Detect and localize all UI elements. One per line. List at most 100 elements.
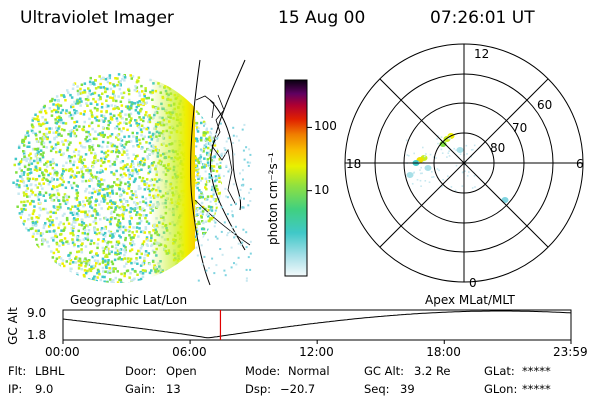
scatter-pixel	[230, 246, 233, 249]
scatter-pixel	[224, 274, 227, 277]
scatter-pixel	[233, 236, 236, 239]
scatter-pixel	[198, 193, 201, 196]
scatter-pixel	[213, 219, 216, 222]
altitude-xtick-label: 23:59	[553, 345, 588, 359]
scatter-pixel	[241, 206, 244, 209]
scatter-pixel	[195, 246, 198, 249]
altitude-plot	[62, 309, 572, 344]
scatter-pixel	[242, 149, 245, 152]
scatter-pixel	[209, 200, 212, 203]
scatter-pixel	[215, 203, 218, 206]
scatter-pixel	[249, 240, 252, 243]
map-line	[194, 199, 251, 246]
scatter-pixel	[207, 212, 210, 215]
scatter-pixel	[220, 230, 223, 233]
scatter-pixel	[195, 145, 198, 148]
scatter-pixel	[246, 161, 249, 164]
scatter-pixel	[248, 148, 251, 151]
scatter-pixel	[239, 188, 242, 191]
scatter-pixel	[245, 146, 248, 149]
scatter-pixel	[238, 139, 241, 142]
scatter-pixel	[229, 230, 232, 233]
scatter-pixel	[223, 152, 226, 155]
scatter-pixel	[221, 253, 224, 256]
scatter-pixel	[206, 127, 208, 130]
dayside-limb	[150, 73, 195, 283]
info-value: Open	[166, 364, 197, 378]
scatter-pixel	[237, 256, 240, 259]
scatter-pixel	[245, 231, 248, 234]
info-value: *****	[522, 364, 551, 378]
info-value: *****	[522, 382, 551, 396]
scatter-pixel	[214, 221, 217, 224]
scatter-pixel	[225, 165, 228, 168]
apex-label: Apex MLat/MLT	[425, 293, 515, 307]
scatter-pixel	[245, 277, 248, 280]
scatter-pixel	[199, 148, 202, 151]
colorbar-tick-label: 10	[314, 182, 330, 197]
scatter-pixel	[233, 153, 236, 156]
info-value: LBHL	[35, 364, 65, 378]
scatter-pixel	[212, 156, 214, 159]
scatter-pixel	[226, 234, 229, 237]
scatter-pixel	[216, 237, 219, 240]
scatter-pixel	[232, 183, 235, 186]
scatter-pixel	[203, 255, 206, 258]
scatter-pixel	[204, 170, 207, 173]
scatter-pixel	[214, 137, 217, 140]
scatter-pixel	[197, 279, 200, 282]
info-key: Seq:	[364, 382, 390, 396]
scatter-pixel	[240, 184, 243, 187]
info-value: Normal	[288, 364, 330, 378]
map-line	[190, 59, 211, 286]
colorbar-units-text: photon cm⁻²s⁻¹	[266, 152, 280, 245]
lat-label-80: 80	[490, 141, 506, 155]
scatter-pixel	[235, 135, 238, 138]
scatter-pixel	[223, 221, 226, 224]
scatter-pixel	[206, 180, 209, 183]
scatter-pixel	[210, 127, 213, 130]
scatter-pixel	[197, 213, 200, 215]
scatter-pixel	[214, 133, 217, 136]
info-value: 13	[166, 382, 181, 396]
scatter-pixel	[240, 196, 242, 199]
scatter-pixel	[215, 264, 218, 267]
scatter-pixel	[219, 161, 222, 164]
scatter-pixel	[227, 170, 230, 173]
info-key: Door:	[125, 364, 157, 378]
scatter-pixel	[199, 157, 202, 160]
scatter-pixel	[225, 164, 228, 167]
scatter-pixel	[220, 206, 223, 209]
colorbar-ticks	[307, 126, 312, 192]
scatter-pixel	[211, 257, 214, 260]
scatter-pixel	[206, 140, 209, 143]
scatter-pixel	[210, 172, 213, 175]
scatter-pixel	[201, 213, 204, 216]
coastline	[211, 94, 237, 206]
colorbar	[284, 79, 312, 277]
scatter-pixel	[245, 246, 248, 249]
scatter-pixel	[213, 225, 216, 228]
scatter-pixel	[203, 124, 205, 127]
scatter-pixel	[196, 167, 199, 170]
scatter-pixel	[203, 233, 205, 236]
scatter-pixel	[233, 262, 235, 265]
scatter-pixel	[245, 279, 248, 282]
earth-disk-image	[12, 59, 251, 286]
info-value: 3.2 Re	[414, 364, 451, 378]
scatter-pixel	[224, 187, 227, 190]
scatter-pixel	[248, 191, 251, 194]
scatter-pixel	[249, 153, 252, 156]
scatter-pixel	[212, 214, 215, 217]
scatter-pixel	[214, 209, 217, 212]
scatter-pixel	[195, 175, 198, 178]
info-key: GLon:	[484, 382, 518, 396]
lat-label-60: 60	[537, 98, 553, 112]
scatter-pixel	[249, 188, 252, 191]
instrument-title: Ultraviolet Imager	[20, 8, 174, 28]
scatter-pixel	[215, 137, 218, 140]
scatter-pixel	[203, 139, 206, 142]
scatter-pixel	[197, 176, 199, 179]
scatter-pixel	[203, 144, 206, 147]
